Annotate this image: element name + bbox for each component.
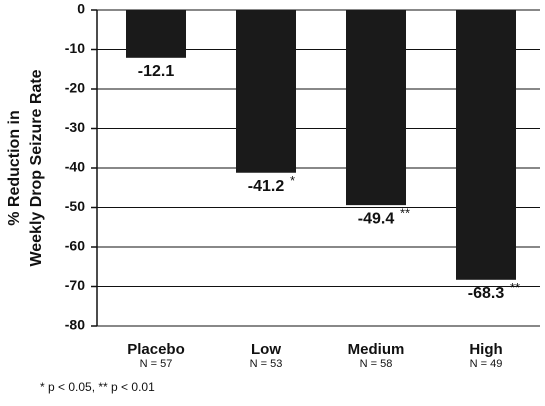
bar [346, 10, 406, 206]
significance: ** [510, 280, 520, 295]
x-tick-label: Low [251, 341, 281, 358]
category-note: N = 57 [140, 358, 173, 370]
footnote: * p < 0.05, ** p < 0.01 [40, 380, 155, 394]
y-tick-label: -80 [65, 317, 85, 333]
bar [126, 10, 186, 58]
x-tick-label: Placebo [127, 341, 185, 358]
y-tick-label: -20 [65, 80, 85, 96]
y-tick-label: 0 [77, 1, 85, 17]
x-tick-label: Medium [348, 341, 405, 358]
value-label: -68.3 [468, 285, 505, 302]
bar [456, 10, 516, 280]
category-note: N = 49 [470, 358, 503, 370]
bar [236, 10, 296, 173]
x-tick-label: High [469, 341, 502, 358]
y-tick-label: -60 [65, 238, 85, 254]
significance: * [290, 173, 295, 188]
significance: ** [400, 206, 410, 221]
y-tick-label: -10 [65, 40, 85, 56]
value-label: -12.1 [138, 63, 175, 80]
category-note: N = 58 [360, 358, 393, 370]
y-axis-label: % Reduction in [6, 110, 23, 226]
category-note: N = 53 [250, 358, 283, 370]
y-tick-label: -30 [65, 119, 85, 135]
y-axis-label: Weekly Drop Seizure Rate [28, 69, 45, 266]
y-tick-label: -40 [65, 159, 85, 175]
y-tick-label: -50 [65, 198, 85, 214]
value-label: -41.2 [248, 178, 285, 195]
y-tick-label: -70 [65, 277, 85, 293]
value-label: -49.4 [358, 210, 395, 227]
